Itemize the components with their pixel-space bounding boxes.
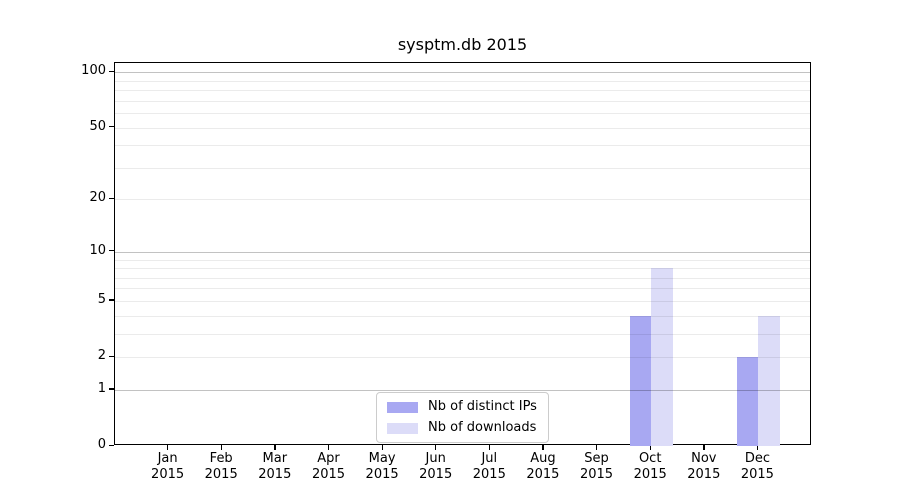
y-tick-label-100: 100 <box>81 63 106 79</box>
y-tick-label-20: 20 <box>89 190 106 206</box>
y-tick-label-2: 2 <box>97 348 106 363</box>
legend-item-downloads: Nb of downloads <box>387 420 537 436</box>
bar-distinct-ips-oct <box>629 315 652 446</box>
x-tick-label-feb: Feb 2015 <box>204 451 238 482</box>
x-tick-label-oct: Oct 2015 <box>633 451 667 482</box>
x-tick-label-jul: Jul 2015 <box>472 451 506 482</box>
x-tick-label-dec: Dec 2015 <box>740 451 774 482</box>
y-tick-5 <box>109 299 114 301</box>
gridline-y-4 <box>115 315 810 317</box>
x-tick-label-sep: Sep 2015 <box>579 451 614 482</box>
legend-item-distinct-ips: Nb of distinct IPs <box>387 399 537 415</box>
legend: Nb of distinct IPs Nb of downloads <box>376 392 549 443</box>
gridline-y-90 <box>115 80 810 82</box>
x-tick-label-apr: Apr 2015 <box>311 451 346 482</box>
x-tick-nov <box>703 445 705 450</box>
gridline-y-100 <box>115 72 810 74</box>
gridline-y-10 <box>115 251 810 253</box>
y-tick-0 <box>109 444 114 446</box>
x-tick-sep <box>596 445 598 450</box>
gridline-y-1 <box>115 389 810 391</box>
y-tick-50 <box>109 126 114 128</box>
legend-swatch-distinct-ips <box>387 401 418 413</box>
y-tick-10 <box>109 250 114 252</box>
gridline-y-30 <box>115 167 810 169</box>
x-tick-label-mar: Mar 2015 <box>258 451 292 482</box>
y-tick-label-10: 10 <box>89 242 106 258</box>
gridline-y-7 <box>115 277 810 279</box>
gridline-y-70 <box>115 100 810 102</box>
gridline-y-80 <box>115 90 810 91</box>
x-tick-jan <box>167 445 169 450</box>
gridline-y-3 <box>115 333 810 335</box>
x-tick-label-nov: Nov 2015 <box>687 451 721 482</box>
x-tick-label-may: May 2015 <box>365 451 399 482</box>
y-tick-2 <box>109 355 114 357</box>
y-tick-label-50: 50 <box>89 118 106 134</box>
plot-area <box>114 62 811 446</box>
bar-distinct-ips-dec <box>736 357 759 446</box>
legend-label-distinct-ips: Nb of distinct IPs <box>428 399 537 414</box>
x-tick-oct <box>649 445 651 450</box>
x-tick-jun <box>435 445 437 450</box>
x-tick-dec <box>756 445 759 450</box>
y-tick-1 <box>109 388 114 390</box>
x-tick-label-jun: Jun 2015 <box>419 451 453 482</box>
gridline-y-5 <box>115 300 810 302</box>
bar-downloads-dec <box>758 315 780 446</box>
chart-title: sysptm.db 2015 <box>397 35 528 54</box>
legend-label-downloads: Nb of downloads <box>428 420 537 435</box>
x-tick-feb <box>220 445 222 450</box>
x-tick-aug <box>542 445 544 450</box>
gridline-y-40 <box>115 145 810 147</box>
gridline-y-8 <box>115 268 810 269</box>
y-tick-100 <box>109 70 114 72</box>
x-tick-may <box>381 445 383 450</box>
gridline-y-2 <box>115 357 810 358</box>
y-tick-label-5: 5 <box>97 291 106 307</box>
gridline-y-20 <box>115 199 810 201</box>
x-tick-mar <box>274 445 276 450</box>
bar-downloads-oct <box>651 268 673 446</box>
gridline-y-9 <box>115 259 810 261</box>
y-tick-20 <box>109 197 114 200</box>
x-tick-jul <box>488 445 491 450</box>
x-tick-apr <box>328 445 330 450</box>
legend-swatch-downloads <box>387 422 418 434</box>
y-tick-label-0: 0 <box>97 437 106 452</box>
gridline-y-60 <box>115 112 810 114</box>
x-tick-label-aug: Aug 2015 <box>526 451 560 482</box>
y-tick-label-1: 1 <box>97 380 106 396</box>
gridline-y-6 <box>115 288 810 290</box>
gridline-y-50 <box>115 127 810 129</box>
x-tick-label-jan: Jan 2015 <box>151 451 185 482</box>
